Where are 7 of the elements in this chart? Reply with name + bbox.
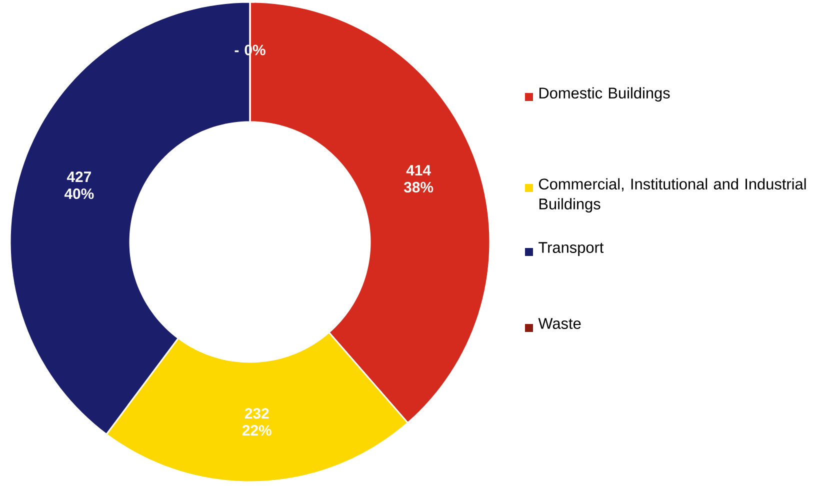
data-label: 232 22% xyxy=(242,408,272,436)
legend-label: Waste xyxy=(538,318,581,329)
legend-label: Transport xyxy=(538,242,604,256)
legend-label: Domestic Buildings xyxy=(539,87,670,102)
legend-label: Commercial, Institutional and Industrial Buildings xyxy=(538,178,806,213)
data-label: 414 38% xyxy=(404,165,434,192)
data-label: 427 40% xyxy=(64,172,94,200)
